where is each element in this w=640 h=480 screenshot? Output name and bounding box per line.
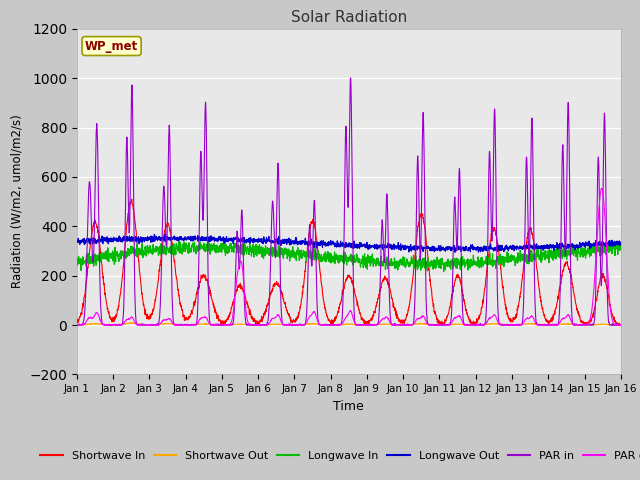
Title: Solar Radiation: Solar Radiation — [291, 10, 407, 25]
X-axis label: Time: Time — [333, 400, 364, 413]
Text: WP_met: WP_met — [85, 39, 138, 52]
Legend: Shortwave In, Shortwave Out, Longwave In, Longwave Out, PAR in, PAR out: Shortwave In, Shortwave Out, Longwave In… — [36, 447, 640, 466]
Y-axis label: Radiation (W/m2, umol/m2/s): Radiation (W/m2, umol/m2/s) — [11, 115, 24, 288]
